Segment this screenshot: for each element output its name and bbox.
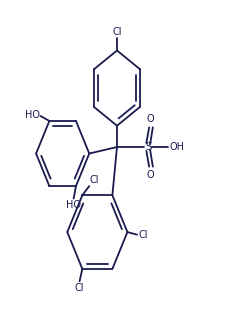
Text: Cl: Cl	[90, 175, 99, 185]
Text: Cl: Cl	[112, 27, 122, 37]
Text: HO: HO	[25, 110, 40, 120]
Text: Cl: Cl	[138, 230, 148, 240]
Text: OH: OH	[169, 142, 184, 152]
Text: S: S	[145, 142, 152, 152]
Text: O: O	[147, 114, 154, 124]
Text: Cl: Cl	[75, 283, 84, 293]
Text: HO: HO	[66, 200, 81, 210]
Text: O: O	[147, 170, 154, 180]
